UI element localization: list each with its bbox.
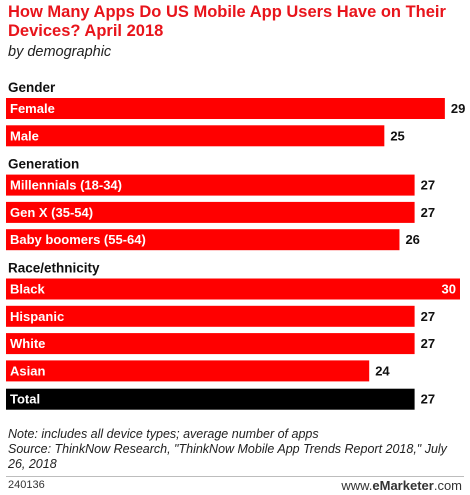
bar-label-hispanic: Hispanic [10, 309, 64, 324]
bar-label-millennials-18-34: Millennials (18-34) [10, 178, 122, 193]
bar-millennials-18-34 [6, 174, 415, 196]
bar-black [6, 278, 460, 300]
brand-logo: www.eMarketer.com [341, 478, 462, 493]
bar-baby-boomers-55-64 [6, 229, 400, 251]
bar-female [6, 98, 445, 119]
bar-total [6, 388, 415, 410]
source-text: Source: ThinkNow Research, "ThinkNow Mob… [8, 442, 447, 471]
bar-label-asian: Asian [10, 363, 45, 378]
bar-value-baby-boomers-55-64: 26 [405, 232, 419, 247]
chart-footnote: Note: includes all device types; average… [8, 427, 464, 472]
bar-gen-x-35-54 [6, 201, 415, 223]
bar-label-female: Female [10, 101, 55, 116]
group-label-race-ethnicity: Race/ethnicity [8, 261, 100, 276]
bar-label-gen-x-35-54: Gen X (35-54) [10, 205, 93, 220]
bar-value-female: 29 [451, 101, 465, 116]
bar-label-baby-boomers-55-64: Baby boomers (55-64) [10, 232, 146, 247]
group-label-gender: Gender [8, 80, 56, 95]
bar-value-white: 27 [421, 336, 435, 351]
bar-chart: Gender Female 29 Male 25 Generation Millennial… [6, 80, 465, 410]
footer-divider [6, 476, 464, 477]
footnote-text: Note: includes all device types; average… [8, 427, 319, 441]
bar-white [6, 333, 415, 355]
brand-suffix: .com [433, 478, 462, 493]
chart-id: 240136 [8, 479, 45, 491]
bar-male [6, 125, 385, 147]
bar-value-male: 25 [390, 128, 404, 143]
bar-value-asian: 24 [375, 363, 390, 378]
bar-label-male: Male [10, 128, 39, 143]
bar-value-millennials-18-34: 27 [421, 178, 435, 193]
bar-label-white: White [10, 336, 45, 351]
bar-label-black: Black [10, 282, 45, 297]
chart-subtitle: by demographic [8, 44, 112, 60]
brand-name: eMarketer [372, 478, 434, 493]
bar-value-total: 27 [421, 392, 435, 407]
bar-hispanic [6, 305, 415, 327]
bar-value-hispanic: 27 [421, 309, 435, 324]
group-label-generation: Generation [8, 157, 79, 172]
bar-asian [6, 360, 370, 382]
chart-title: How Many Apps Do US Mobile App Users Hav… [8, 3, 446, 40]
bar-label-total: Total [10, 392, 40, 407]
bar-value-gen-x-35-54: 27 [421, 205, 435, 220]
brand-prefix: www. [341, 478, 373, 493]
bar-value-black: 30 [442, 282, 456, 297]
